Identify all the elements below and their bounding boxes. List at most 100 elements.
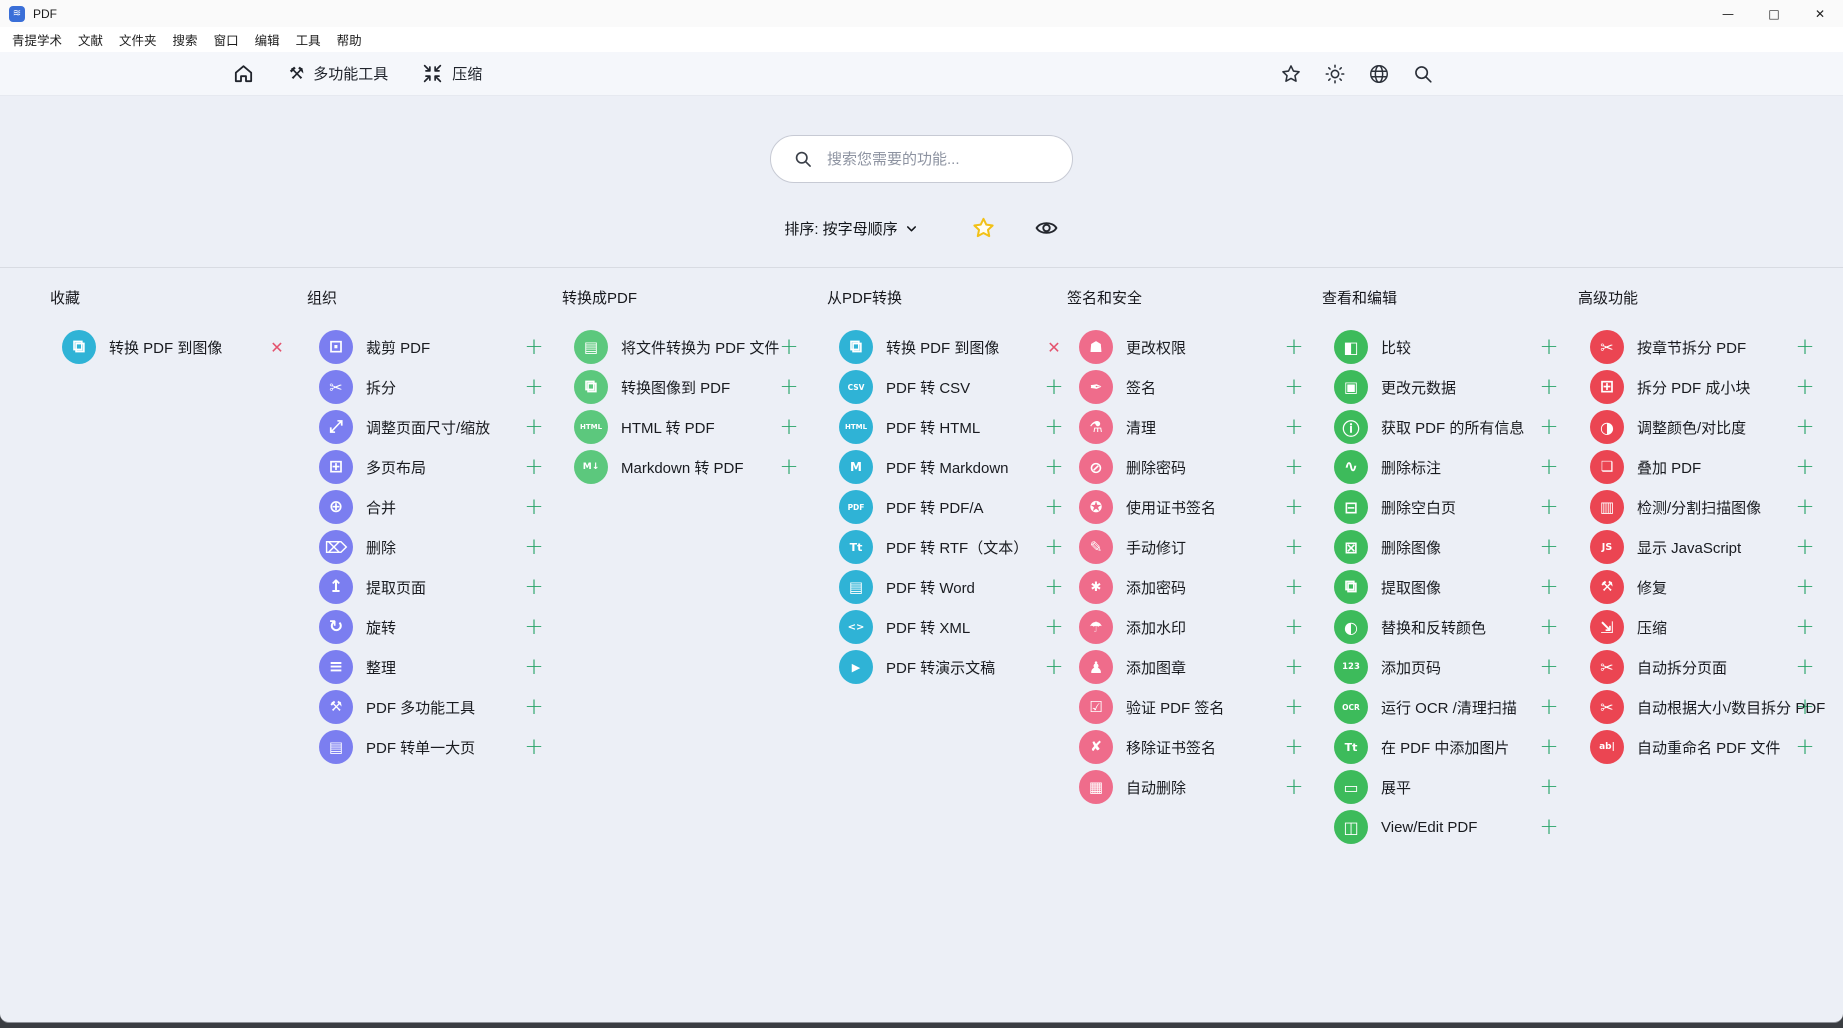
tool-item[interactable]: PDF PDF 转 PDF/A + <box>827 487 1067 527</box>
add-favorite-button[interactable]: + <box>1279 767 1309 807</box>
add-favorite-button[interactable]: + <box>1790 327 1820 367</box>
add-favorite-button[interactable]: + <box>1534 607 1564 647</box>
tool-item[interactable]: ⊘ 删除密码 + <box>1067 447 1322 487</box>
add-favorite-button[interactable]: + <box>1279 367 1309 407</box>
favorites-star-button[interactable] <box>1278 62 1303 87</box>
add-favorite-button[interactable]: + <box>519 687 549 727</box>
tool-item[interactable]: HTML PDF 转 HTML + <box>827 407 1067 447</box>
tool-item[interactable]: ❏ 叠加 PDF + <box>1578 447 1843 487</box>
tool-item[interactable]: ◐ 替换和反转颜色 + <box>1322 607 1578 647</box>
add-favorite-button[interactable]: + <box>1279 607 1309 647</box>
add-favorite-button[interactable]: + <box>1534 687 1564 727</box>
add-favorite-button[interactable]: + <box>519 607 549 647</box>
tool-item[interactable]: ✎ 手动修订 + <box>1067 527 1322 567</box>
tool-item[interactable]: ♟ 添加图章 + <box>1067 647 1322 687</box>
minimize-button[interactable]: — <box>1705 0 1751 27</box>
tool-item[interactable]: JS 显示 JavaScript + <box>1578 527 1843 567</box>
tool-item[interactable]: ⊕ 合并 + <box>307 487 562 527</box>
tool-item[interactable]: CSV PDF 转 CSV + <box>827 367 1067 407</box>
add-favorite-button[interactable]: + <box>519 367 549 407</box>
tool-item[interactable]: Tt 在 PDF 中添加图片 + <box>1322 727 1578 767</box>
add-favorite-button[interactable]: + <box>1279 727 1309 767</box>
tool-item[interactable]: ⧉ 转换 PDF 到图像 ✕ <box>827 327 1067 367</box>
add-favorite-button[interactable]: + <box>1039 447 1069 487</box>
tool-item[interactable]: ⚗ 清理 + <box>1067 407 1322 447</box>
tool-item[interactable]: ✂ 拆分 + <box>307 367 562 407</box>
tool-item[interactable]: ab| 自动重命名 PDF 文件 + <box>1578 727 1843 767</box>
tool-item[interactable]: M↓ Markdown 转 PDF + <box>562 447 827 487</box>
add-favorite-button[interactable]: + <box>1790 647 1820 687</box>
tool-item[interactable]: ⓘ 获取 PDF 的所有信息 + <box>1322 407 1578 447</box>
tool-item[interactable]: ⊟ 删除空白页 + <box>1322 487 1578 527</box>
add-favorite-button[interactable]: + <box>1039 487 1069 527</box>
add-favorite-button[interactable]: + <box>1039 407 1069 447</box>
add-favorite-button[interactable]: + <box>1039 647 1069 687</box>
tool-item[interactable]: ⧉ 转换 PDF 到图像 ✕ <box>50 327 307 367</box>
add-favorite-button[interactable]: + <box>1534 807 1564 847</box>
menu-item-0[interactable]: 青提学术 <box>4 29 70 50</box>
favorites-filter-button[interactable] <box>971 216 996 241</box>
add-favorite-button[interactable]: + <box>1039 607 1069 647</box>
tool-item[interactable]: ✪ 使用证书签名 + <box>1067 487 1322 527</box>
add-favorite-button[interactable]: + <box>519 647 549 687</box>
tool-item[interactable]: ⌦ 删除 + <box>307 527 562 567</box>
tool-item[interactable]: ▤ 将文件转换为 PDF 文件 + <box>562 327 827 367</box>
tool-item[interactable]: ▤ PDF 转 Word + <box>827 567 1067 607</box>
add-favorite-button[interactable]: + <box>1790 487 1820 527</box>
tool-item[interactable]: ⚒ 修复 + <box>1578 567 1843 607</box>
add-favorite-button[interactable]: + <box>1534 527 1564 567</box>
compress-button[interactable]: 压缩 <box>412 59 492 88</box>
add-favorite-button[interactable]: + <box>774 327 804 367</box>
add-favorite-button[interactable]: + <box>1790 527 1820 567</box>
tool-item[interactable]: ▶ PDF 转演示文稿 + <box>827 647 1067 687</box>
add-favorite-button[interactable]: + <box>1534 647 1564 687</box>
tool-item[interactable]: ⚒ PDF 多功能工具 + <box>307 687 562 727</box>
tool-item[interactable]: <> PDF 转 XML + <box>827 607 1067 647</box>
add-favorite-button[interactable]: + <box>1790 607 1820 647</box>
search-box[interactable] <box>770 135 1073 183</box>
add-favorite-button[interactable]: + <box>1279 487 1309 527</box>
add-favorite-button[interactable]: + <box>1534 367 1564 407</box>
tool-item[interactable]: ↻ 旋转 + <box>307 607 562 647</box>
tool-item[interactable]: ⧉ 转换图像到 PDF + <box>562 367 827 407</box>
remove-favorite-button[interactable]: ✕ <box>1039 327 1069 367</box>
add-favorite-button[interactable]: + <box>1790 367 1820 407</box>
tool-item[interactable]: ⊠ 删除图像 + <box>1322 527 1578 567</box>
tool-item[interactable]: ✘ 移除证书签名 + <box>1067 727 1322 767</box>
menu-item-4[interactable]: 窗口 <box>206 29 247 50</box>
add-favorite-button[interactable]: + <box>1790 447 1820 487</box>
tool-item[interactable]: ✒ 签名 + <box>1067 367 1322 407</box>
add-favorite-button[interactable]: + <box>1534 407 1564 447</box>
tool-item[interactable]: ◑ 调整颜色/对比度 + <box>1578 407 1843 447</box>
multitool-button[interactable]: ⚒ 多功能工具 <box>279 59 398 88</box>
language-button[interactable] <box>1366 62 1391 87</box>
tool-item[interactable]: ✂ 自动根据大小/数目拆分 PDF + <box>1578 687 1843 727</box>
nav-search-button[interactable] <box>1410 62 1435 87</box>
tool-item[interactable]: ☑ 验证 PDF 签名 + <box>1067 687 1322 727</box>
menu-item-7[interactable]: 帮助 <box>329 29 370 50</box>
tool-item[interactable]: ▭ 展平 + <box>1322 767 1578 807</box>
add-favorite-button[interactable]: + <box>519 527 549 567</box>
add-favorite-button[interactable]: + <box>1790 407 1820 447</box>
add-favorite-button[interactable]: + <box>519 727 549 767</box>
tool-item[interactable]: ✂ 按章节拆分 PDF + <box>1578 327 1843 367</box>
tool-item[interactable]: ◧ 比较 + <box>1322 327 1578 367</box>
close-button[interactable]: ✕ <box>1797 0 1843 27</box>
add-favorite-button[interactable]: + <box>519 327 549 367</box>
tool-item[interactable]: ◫ View/Edit PDF + <box>1322 807 1578 847</box>
add-favorite-button[interactable]: + <box>1534 567 1564 607</box>
add-favorite-button[interactable]: + <box>1534 447 1564 487</box>
add-favorite-button[interactable]: + <box>1790 567 1820 607</box>
tool-item[interactable]: ☗ 更改权限 + <box>1067 327 1322 367</box>
tool-item[interactable]: HTML HTML 转 PDF + <box>562 407 827 447</box>
remove-favorite-button[interactable]: ✕ <box>262 327 292 367</box>
visibility-button[interactable] <box>1034 216 1059 241</box>
tool-item[interactable]: ▥ 检测/分割扫描图像 + <box>1578 487 1843 527</box>
menu-item-3[interactable]: 搜索 <box>165 29 206 50</box>
add-favorite-button[interactable]: + <box>1039 567 1069 607</box>
add-favorite-button[interactable]: + <box>519 567 549 607</box>
tool-item[interactable]: ▣ 更改元数据 + <box>1322 367 1578 407</box>
menu-item-6[interactable]: 工具 <box>288 29 329 50</box>
add-favorite-button[interactable]: + <box>1279 407 1309 447</box>
tool-item[interactable]: ⊞ 拆分 PDF 成小块 + <box>1578 367 1843 407</box>
